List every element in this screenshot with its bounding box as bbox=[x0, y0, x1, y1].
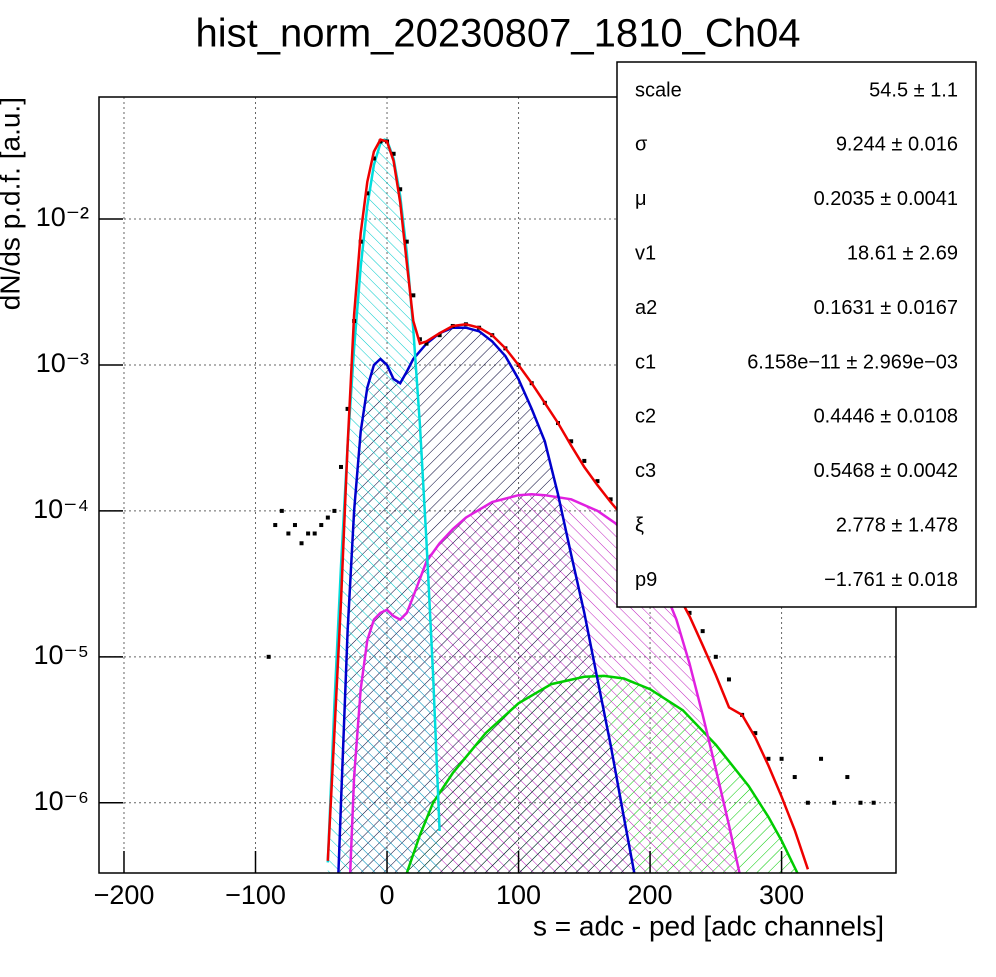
stat-value: 2.778 ± 1.478 bbox=[836, 514, 958, 536]
stat-name: μ bbox=[635, 188, 647, 210]
stat-value: 9.244 ± 0.016 bbox=[836, 134, 958, 156]
data-point bbox=[569, 439, 574, 444]
y-tick-label: 10⁻² bbox=[36, 202, 89, 232]
data-point bbox=[404, 239, 409, 244]
y-tick-label: 10⁻⁶ bbox=[34, 786, 89, 816]
stat-name: ξ bbox=[635, 514, 644, 536]
y-axis-label: dN/ds p.d.f. [a.u.] bbox=[0, 97, 25, 310]
x-tick-label: 0 bbox=[380, 880, 395, 910]
data-point bbox=[371, 156, 376, 161]
y-tick-label: 10⁻⁵ bbox=[34, 640, 89, 670]
data-point bbox=[299, 541, 304, 546]
data-point bbox=[871, 800, 876, 805]
data-point bbox=[424, 341, 429, 346]
stat-name: c2 bbox=[635, 406, 656, 428]
data-point bbox=[779, 756, 784, 761]
stat-value: 0.2035 ± 0.0041 bbox=[814, 188, 958, 210]
stat-value: 6.158e−11 ± 2.969e−03 bbox=[747, 351, 958, 373]
data-point bbox=[687, 610, 692, 615]
stat-value: 0.5468 ± 0.0042 bbox=[814, 460, 958, 482]
stat-value: 54.5 ± 1.1 bbox=[869, 79, 958, 101]
axes: −200 −100 0 100 200 300 10⁻² 10⁻³ 10⁻⁴ 10⁻⁵ 10⁻⁶ bbox=[33, 202, 804, 910]
stat-value: 18.61 ± 2.69 bbox=[847, 242, 958, 264]
data-point bbox=[286, 531, 291, 536]
data-point bbox=[411, 293, 416, 298]
data-point bbox=[391, 151, 396, 156]
stat-name: v1 bbox=[635, 242, 656, 264]
data-point bbox=[338, 464, 343, 469]
data-point bbox=[279, 508, 284, 513]
data-point bbox=[700, 629, 705, 634]
data-point bbox=[832, 800, 837, 805]
data-point bbox=[819, 756, 824, 761]
stat-name: a2 bbox=[635, 297, 657, 319]
data-point bbox=[398, 187, 403, 192]
x-tick-label: −200 bbox=[94, 880, 155, 910]
data-point bbox=[608, 497, 613, 502]
curve bbox=[348, 493, 741, 873]
stat-value: 0.4446 ± 0.0108 bbox=[814, 406, 958, 428]
stat-value: −1.761 ± 0.018 bbox=[824, 569, 958, 591]
y-tick-label: 10⁻³ bbox=[36, 348, 89, 378]
data-point bbox=[306, 531, 311, 536]
data-point bbox=[319, 523, 324, 528]
data-point bbox=[753, 731, 758, 736]
data-point bbox=[792, 775, 797, 780]
data-point bbox=[266, 654, 271, 659]
curve bbox=[405, 674, 799, 873]
plot-area bbox=[266, 138, 876, 873]
stats-box: scale 54.5 ± 1.1 σ 9.244 ± 0.016 μ 0.2035 ± 0… bbox=[616, 61, 977, 608]
data-point bbox=[292, 523, 297, 528]
chart-title: hist_norm_20230807_1810_Ch04 bbox=[196, 12, 801, 56]
stat-name: p9 bbox=[635, 569, 657, 591]
data-point bbox=[332, 508, 337, 513]
data-point bbox=[365, 191, 370, 196]
stat-name: c3 bbox=[635, 460, 656, 482]
data-point bbox=[713, 654, 718, 659]
data-point bbox=[858, 800, 863, 805]
stat-value: 0.1631 ± 0.0167 bbox=[814, 297, 958, 319]
stat-name: σ bbox=[635, 134, 648, 156]
data-point bbox=[312, 531, 317, 536]
y-tick-label: 10⁻⁴ bbox=[33, 494, 89, 524]
x-tick-label: 100 bbox=[496, 880, 541, 910]
data-point bbox=[345, 406, 350, 411]
data-point bbox=[766, 756, 771, 761]
data-point bbox=[726, 677, 731, 682]
data-point bbox=[325, 515, 330, 520]
data-point bbox=[845, 775, 850, 780]
data-point bbox=[437, 333, 442, 338]
curve bbox=[326, 138, 810, 870]
x-axis-label: s = adc - ped [adc channels] bbox=[533, 910, 884, 941]
data-point bbox=[582, 458, 587, 463]
data-point bbox=[805, 800, 810, 805]
stats-frame bbox=[616, 61, 977, 608]
data-point bbox=[595, 479, 600, 484]
x-tick-label: 300 bbox=[759, 880, 804, 910]
x-tick-label: 200 bbox=[628, 880, 673, 910]
stat-name: c1 bbox=[635, 351, 656, 373]
stat-name: scale bbox=[635, 79, 682, 101]
x-tick-label: −100 bbox=[225, 880, 286, 910]
data-point bbox=[273, 523, 278, 528]
